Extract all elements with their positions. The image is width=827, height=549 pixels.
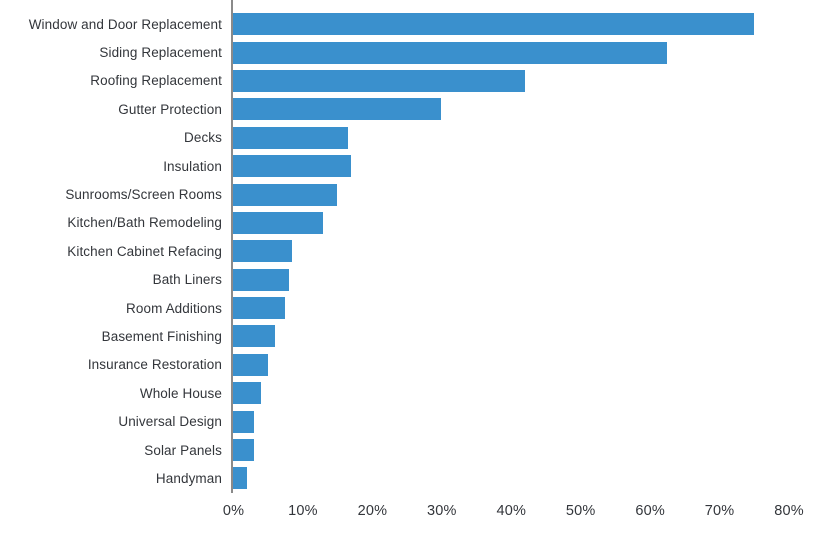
- y-axis-line: [231, 0, 233, 493]
- chart-row: Whole House: [0, 379, 827, 407]
- bar: [233, 211, 324, 234]
- bar-track: [233, 268, 827, 291]
- category-label: Window and Door Replacement: [28, 16, 222, 32]
- bar-track: [233, 297, 827, 320]
- x-tick-label: 50%: [565, 503, 596, 519]
- category-label: Solar Panels: [144, 442, 222, 458]
- bar: [233, 69, 525, 92]
- category-label: Roofing Replacement: [90, 73, 222, 89]
- category-label: Gutter Protection: [118, 101, 222, 117]
- category-label: Kitchen/Bath Remodeling: [67, 215, 222, 231]
- x-tick-label: 70%: [704, 503, 735, 519]
- chart-row: Gutter Protection: [0, 95, 827, 123]
- bar-track: [233, 240, 827, 263]
- chart-row: Insulation: [0, 152, 827, 180]
- category-label: Insulation: [163, 158, 222, 174]
- chart-row: Kitchen Cabinet Refacing: [0, 237, 827, 265]
- category-label: Insurance Restoration: [87, 357, 222, 373]
- chart-row: Siding Replacement: [0, 38, 827, 66]
- bar: [233, 439, 254, 462]
- x-tick-label: 0%: [222, 503, 245, 519]
- bar-track: [233, 183, 827, 206]
- chart-row: Solar Panels: [0, 436, 827, 464]
- x-axis: 0% 10% 20% 30% 40% 50% 60% 70% 80%: [0, 493, 827, 549]
- bar: [233, 183, 338, 206]
- chart-row: Sunrooms/Screen Rooms: [0, 180, 827, 208]
- bar-track: [233, 13, 827, 36]
- bar: [233, 240, 292, 263]
- chart-row: Room Additions: [0, 294, 827, 322]
- category-label: Room Additions: [126, 300, 222, 316]
- chart-row: Roofing Replacement: [0, 67, 827, 95]
- bar: [233, 126, 348, 149]
- x-tick-label: 20%: [357, 503, 388, 519]
- chart-row: Window and Door Replacement: [0, 10, 827, 38]
- category-label: Universal Design: [118, 414, 222, 430]
- chart-row: Handyman: [0, 464, 827, 492]
- bar-track: [233, 439, 827, 462]
- bar: [233, 155, 351, 178]
- bar: [233, 98, 442, 121]
- bar: [233, 13, 754, 36]
- bar: [233, 297, 286, 320]
- chart-row: Decks: [0, 124, 827, 152]
- chart-row: Bath Liners: [0, 266, 827, 294]
- x-tick-label: 30%: [427, 503, 457, 519]
- bar-track: [233, 41, 827, 64]
- bar-track: [233, 155, 827, 178]
- chart-plot-area: Window and Door Replacement Siding Replac…: [0, 10, 827, 492]
- category-label: Whole House: [139, 385, 222, 401]
- bar: [233, 410, 254, 433]
- bar-track: [233, 211, 827, 234]
- chart-row: Insurance Restoration: [0, 351, 827, 379]
- category-label: Bath Liners: [152, 272, 222, 288]
- x-tick-label: 60%: [635, 503, 665, 519]
- bar-track: [233, 353, 827, 376]
- category-label: Siding Replacement: [99, 45, 222, 61]
- bar-track: [233, 126, 827, 149]
- x-tick-label: 40%: [496, 503, 527, 519]
- bar: [233, 268, 289, 291]
- x-tick-label: 10%: [288, 503, 318, 519]
- bar: [233, 353, 268, 376]
- bar-track: [233, 69, 827, 92]
- x-tick-label: 80%: [774, 503, 804, 519]
- bar: [233, 382, 261, 405]
- category-label: Decks: [183, 130, 222, 146]
- category-label: Sunrooms/Screen Rooms: [65, 187, 222, 203]
- bar-track: [233, 467, 827, 490]
- bar-track: [233, 98, 827, 121]
- bar: [233, 41, 667, 64]
- category-label: Handyman: [155, 470, 222, 486]
- bar-track: [233, 382, 827, 405]
- bar-track: [233, 410, 827, 433]
- bar: [233, 467, 247, 490]
- chart-row: Basement Finishing: [0, 322, 827, 350]
- chart-row: Kitchen/Bath Remodeling: [0, 209, 827, 237]
- category-label: Basement Finishing: [101, 328, 222, 344]
- chart-row: Universal Design: [0, 407, 827, 435]
- bar-track: [233, 325, 827, 348]
- bar: [233, 325, 275, 348]
- category-label: Kitchen Cabinet Refacing: [67, 243, 222, 259]
